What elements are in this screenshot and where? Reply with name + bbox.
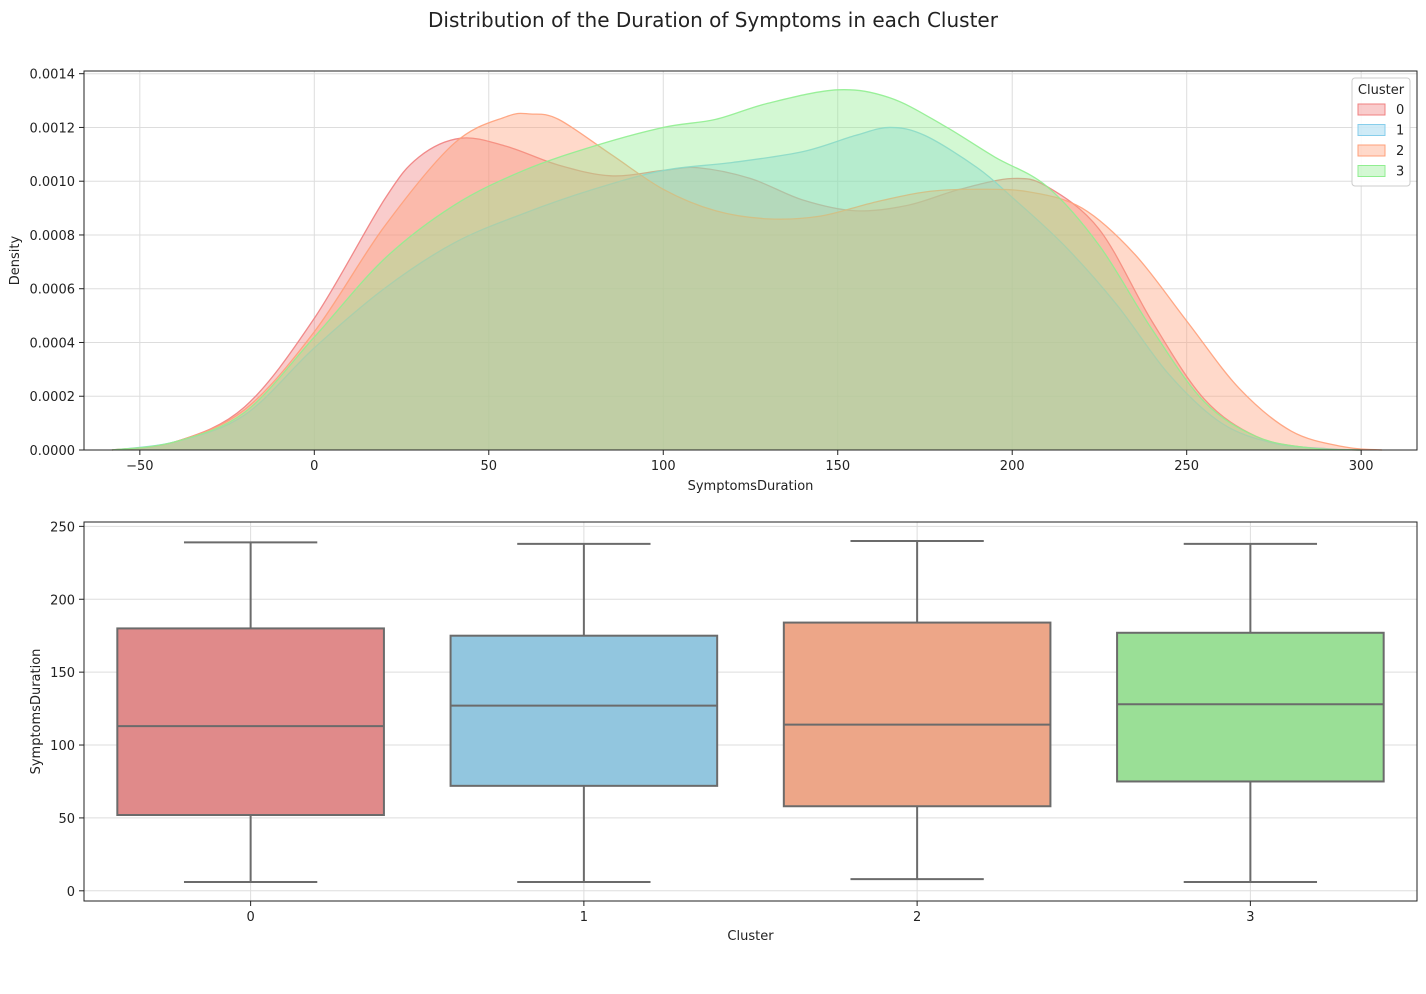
kde-legend: Cluster 0 1 2 3	[1351, 77, 1411, 187]
box-iqr	[116, 627, 385, 816]
box-x-axis-label: Cluster	[727, 929, 774, 944]
box-x-tick-label: 2	[913, 910, 921, 925]
box-iqr	[782, 621, 1052, 808]
box-y-tick-label: 150	[50, 666, 75, 681]
kde-y-tick-label: 0.0004	[30, 336, 76, 351]
box-panel: 0 1 2 3 0 50 100 150 200 250 Cluster SymptomsDurati…	[29, 520, 1418, 944]
legend-swatch-cluster-1	[1357, 124, 1386, 136]
kde-line-cluster-1	[111, 126, 1362, 451]
box-axes-frame	[83, 521, 1418, 902]
legend-title: Cluster	[1358, 83, 1405, 98]
kde-x-axis-label: SymptomsDuration	[688, 479, 814, 494]
box-y-tick-label: 0	[67, 885, 75, 900]
box-y-tick-label: 100	[50, 739, 75, 754]
kde-y-tick-label: 0.0002	[30, 390, 76, 405]
kde-axes-frame	[83, 70, 1418, 451]
box-cluster-1	[449, 542, 719, 884]
legend-swatch-cluster-2	[1357, 144, 1386, 157]
kde-y-tick-label: 0.0008	[30, 229, 76, 244]
legend-label-cluster-1: 1	[1396, 124, 1404, 139]
box-iqr	[449, 634, 719, 787]
box-x-tick-label: 0	[246, 910, 254, 925]
legend-swatch-cluster-3	[1357, 165, 1386, 177]
kde-line-cluster-2	[111, 112, 1383, 451]
kde-x-tick-label: 300	[1349, 459, 1374, 474]
box-x-tick-label: 1	[580, 910, 588, 925]
kde-panel: −50 0 50 100 150 200 250 300 0.0000 0.0002 0.0004 0…	[8, 68, 1418, 494]
box-y-axis-label: SymptomsDuration	[29, 649, 44, 775]
kde-area-cluster-0	[111, 137, 1362, 450]
kde-area-cluster-3	[111, 89, 1362, 451]
legend-swatch-cluster-0	[1357, 103, 1386, 116]
figure-title: Distribution of the Duration of Symptoms…	[428, 8, 998, 32]
kde-area-cluster-1	[111, 127, 1362, 450]
legend-box	[1351, 77, 1411, 187]
kde-x-tick-label: 0	[310, 459, 318, 474]
kde-y-tick-label: 0.0010	[30, 175, 76, 190]
kde-y-tick-label: 0.0012	[30, 121, 76, 136]
kde-y-tick-label: 0.0014	[30, 68, 76, 83]
legend-label-cluster-2: 2	[1396, 144, 1404, 159]
kde-x-tick-label: 200	[1000, 459, 1025, 474]
box-cluster-0	[116, 541, 385, 884]
box-cluster-2	[782, 539, 1052, 881]
kde-area-cluster-2	[111, 113, 1383, 450]
box-y-tick-label: 50	[58, 812, 75, 827]
kde-x-tick-label: 150	[825, 459, 850, 474]
box-y-tick-label: 250	[50, 520, 75, 535]
kde-x-tick-label: −50	[126, 459, 153, 474]
box-cluster-3	[1116, 542, 1385, 884]
kde-y-axis-label: Density	[8, 235, 23, 285]
legend-label-cluster-0: 0	[1396, 103, 1404, 118]
kde-y-tick-label: 0.0006	[30, 283, 76, 298]
legend-label-cluster-3: 3	[1396, 165, 1404, 180]
kde-x-tick-label: 50	[481, 459, 498, 474]
kde-x-tick-label: 250	[1174, 459, 1199, 474]
kde-line-cluster-3	[111, 89, 1362, 451]
kde-line-cluster-0	[111, 137, 1362, 451]
box-x-tick-label: 3	[1246, 910, 1254, 925]
kde-x-tick-label: 100	[651, 459, 676, 474]
box-y-tick-label: 200	[50, 593, 75, 608]
box-iqr	[1116, 631, 1385, 783]
kde-y-tick-label: 0.0000	[30, 444, 76, 459]
